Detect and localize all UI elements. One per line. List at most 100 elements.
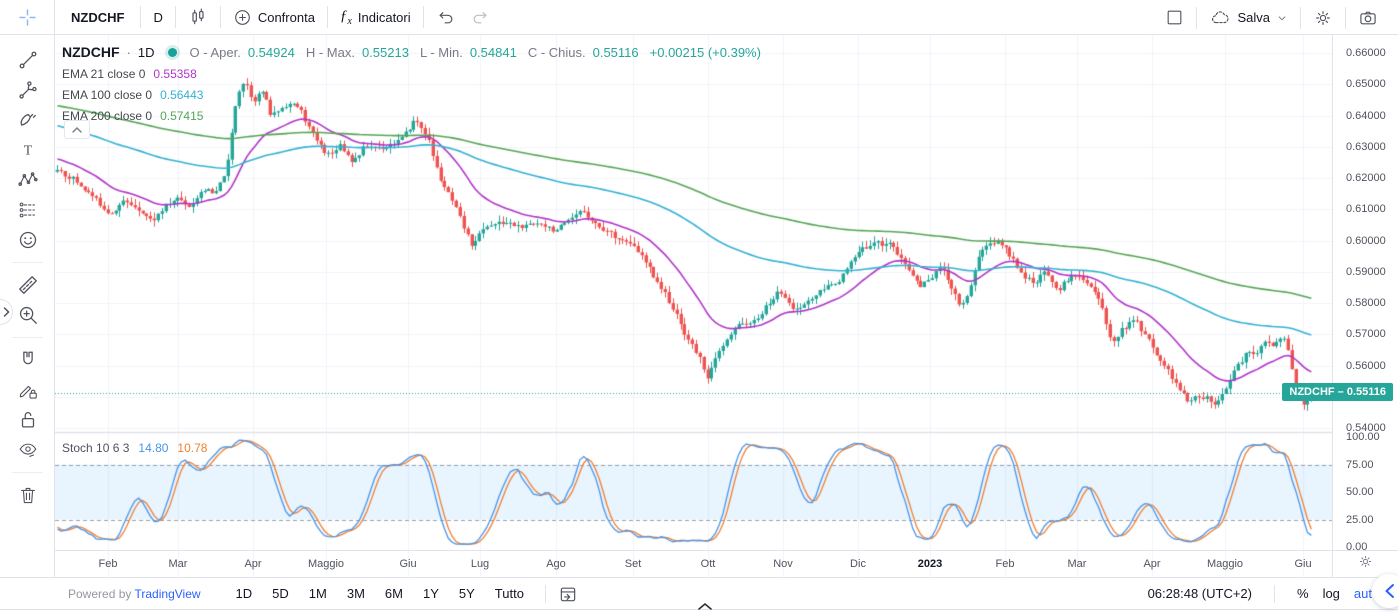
low-label: L - Min. — [419, 44, 463, 60]
goto-date-button[interactable] — [558, 584, 578, 604]
range-1y[interactable]: 1Y — [414, 582, 448, 605]
toolbar-separator — [422, 6, 424, 28]
collapse-panel-button[interactable] — [1372, 574, 1398, 608]
settings-button[interactable] — [1301, 5, 1345, 31]
snapshot-button[interactable] — [1346, 5, 1390, 31]
time-tick: Nov — [773, 558, 793, 570]
high-value: 0.55213 — [361, 44, 409, 60]
time-tick: Feb — [995, 558, 1015, 570]
tool-emoji[interactable] — [0, 225, 55, 255]
toolbar-separator — [1345, 6, 1346, 29]
toolbar-separator — [1300, 6, 1301, 29]
range-5d[interactable]: 5D — [263, 582, 298, 605]
toolbar-separator — [1196, 6, 1198, 29]
toolbar-separator — [140, 6, 142, 28]
stoch-k-value: 14.80 — [138, 441, 169, 455]
stoch-d-value: 10.78 — [177, 441, 208, 455]
tool-text[interactable]: T — [0, 135, 55, 165]
range-5y[interactable]: 5Y — [450, 582, 484, 605]
open-label: O - Aper. — [189, 44, 241, 60]
tool-xabcd-pattern[interactable] — [0, 165, 55, 195]
compare-button[interactable]: Confronta — [221, 4, 327, 30]
range-6m[interactable]: 6M — [376, 582, 412, 605]
time-tick: Giu — [399, 558, 417, 570]
price-tick: 0.63000 — [1346, 140, 1386, 153]
price-axis[interactable]: 0.66000 0.65000 0.64000 0.63000 0.62000 0.610… — [1332, 35, 1398, 577]
undo-button[interactable] — [424, 4, 468, 30]
tool-hide-drawings[interactable] — [0, 435, 55, 465]
tool-pitchfork[interactable] — [0, 75, 55, 105]
tool-brush[interactable] — [0, 105, 55, 135]
toolbar-separator — [1274, 584, 1275, 603]
panel-resize-handle[interactable] — [697, 602, 713, 610]
plus-circle-icon — [234, 9, 250, 25]
tool-ruler[interactable] — [0, 270, 55, 300]
tool-zoom-in[interactable] — [0, 300, 55, 330]
tool-forecast[interactable] — [0, 195, 55, 225]
percent-scale-button[interactable]: % — [1297, 586, 1309, 601]
chart-style-button[interactable] — [176, 4, 220, 30]
tool-lock-drawings[interactable] — [0, 405, 55, 435]
range-1m[interactable]: 1M — [300, 582, 336, 605]
time-tick: Set — [624, 558, 642, 570]
clock-display[interactable]: 06:28:48 (UTC+2) — [1147, 586, 1252, 601]
range-1d[interactable]: 1D — [227, 582, 262, 605]
tradingview-link[interactable]: TradingView — [134, 586, 201, 601]
powered-by-text: Powered by — [68, 586, 132, 601]
price-tick: 0.56000 — [1346, 359, 1386, 372]
candles-icon — [192, 8, 204, 25]
svg-text:T: T — [23, 143, 32, 158]
price-tick: 0.65000 — [1346, 78, 1386, 91]
tool-trend-line[interactable] — [0, 45, 55, 75]
open-value: 0.54924 — [247, 44, 295, 60]
chart-legend[interactable]: NZDCHF · 1D O - Aper. 0.54924 H - Max. 0… — [62, 44, 761, 123]
ema-legend-row[interactable]: EMA 200 close 0 0.57415 — [62, 109, 204, 123]
toolbar-separator — [174, 6, 176, 28]
market-status-dot[interactable] — [167, 47, 177, 57]
camera-icon — [1360, 11, 1376, 24]
indicators-button[interactable]: ƒx Indicatori — [328, 4, 423, 30]
time-tick: Dic — [850, 558, 866, 570]
chevron-down-icon — [1278, 15, 1286, 20]
ema-legend-row[interactable]: EMA 100 close 0 0.56443 — [62, 88, 204, 102]
price-tick: 0.64000 — [1346, 109, 1386, 122]
stoch-tick: 75.00 — [1346, 458, 1374, 471]
ema-legend-row[interactable]: EMA 21 close 0 0.55358 — [62, 67, 197, 81]
time-tick: Maggio — [307, 558, 345, 570]
time-tick: 2023 — [917, 558, 943, 570]
toolbar-divider — [11, 262, 43, 263]
close-label: C - Chius. — [527, 44, 586, 60]
log-scale-button[interactable]: log — [1322, 586, 1340, 601]
high-label: H - Max. — [305, 44, 355, 60]
crosshair-tool-button[interactable] — [0, 0, 55, 35]
symbol-button[interactable]: NZDCHF — [71, 9, 125, 25]
time-tick: Ott — [700, 558, 716, 570]
legend-collapse-button[interactable] — [64, 120, 90, 139]
redo-icon — [473, 12, 487, 24]
chart-canvas[interactable] — [55, 35, 1332, 577]
fx-icon: ƒx — [339, 7, 352, 27]
indicators-label: Indicatori — [357, 9, 411, 25]
tool-remove-drawings[interactable] — [0, 480, 55, 510]
toolbar-separator — [326, 6, 328, 28]
range-3m[interactable]: 3M — [338, 582, 374, 605]
stoch-legend[interactable]: Stoch 10 6 3 14.80 10.78 — [62, 441, 207, 455]
symbol-legend-row[interactable]: NZDCHF · 1D O - Aper. 0.54924 H - Max. 0… — [62, 44, 761, 60]
stoch-label: Stoch 10 6 3 — [62, 441, 130, 455]
scale-settings-icon[interactable] — [1357, 553, 1374, 570]
tool-draw-edit[interactable] — [0, 375, 55, 405]
close-value: 0.55116 — [592, 44, 639, 60]
range-tutto[interactable]: Tutto — [486, 582, 533, 605]
cloud-icon — [1212, 10, 1230, 23]
save-button[interactable]: Salva — [1197, 5, 1300, 31]
toolbar-separator — [219, 6, 221, 28]
redo-button[interactable] — [468, 4, 502, 30]
layout-select-button[interactable] — [1153, 5, 1196, 31]
interval-button[interactable]: D — [153, 9, 163, 25]
time-tick: Lug — [470, 558, 490, 570]
time-axis[interactable]: Feb Mar Apr Maggio Giu Lug Ago Set Ott Nov Dic 2023… — [0, 550, 1398, 577]
auto-scale-button[interactable]: aut — [1353, 586, 1372, 601]
tool-magnet[interactable] — [0, 345, 55, 375]
price-tick: 0.59000 — [1346, 265, 1386, 278]
layout-icon — [1168, 10, 1182, 25]
